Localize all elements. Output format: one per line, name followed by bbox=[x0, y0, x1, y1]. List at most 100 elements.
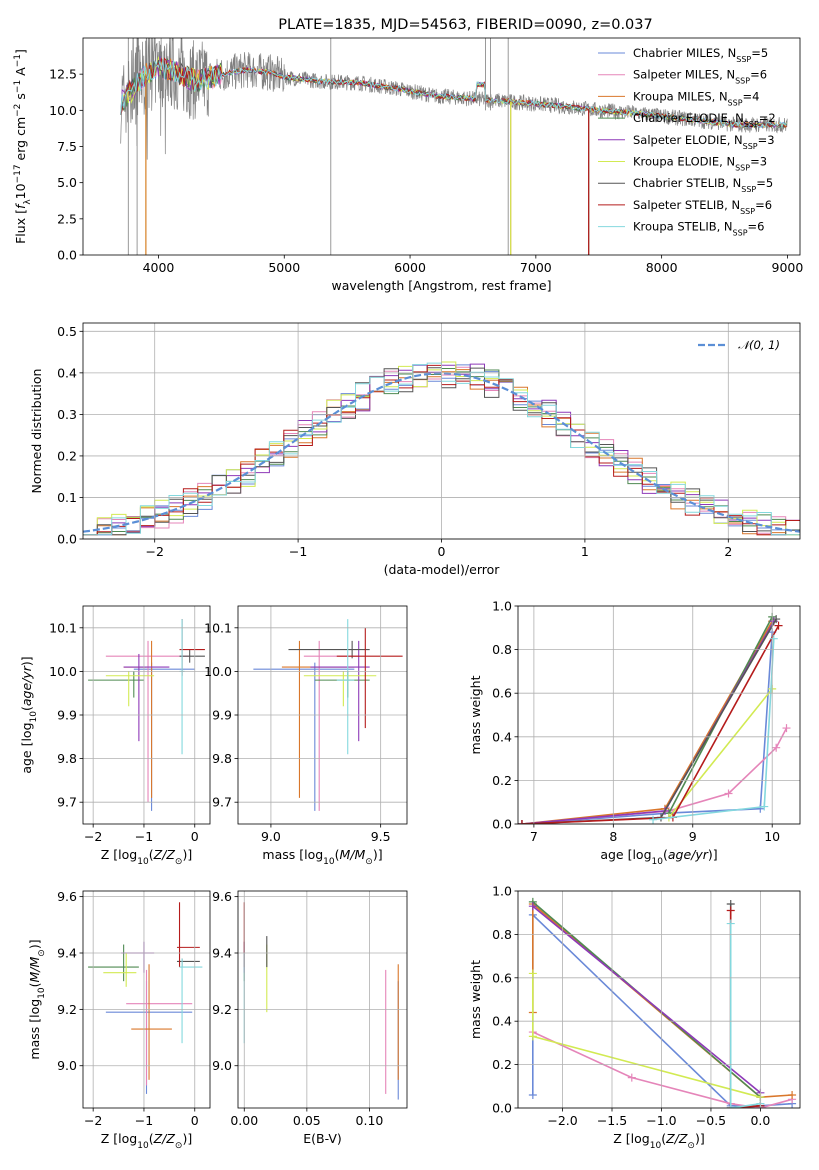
axes-frame bbox=[82, 605, 211, 825]
panel-mass-weight-vs-age: 7 8 9 10 0.0 0.2 0.4 0.6 0.8 1.0 age [log10(age/yr… bbox=[468, 599, 801, 867]
axes-frame bbox=[82, 322, 801, 540]
series-line-7 bbox=[729, 910, 761, 1108]
series-line-7 bbox=[521, 625, 780, 824]
tick-label-x: 6000 bbox=[394, 260, 426, 275]
x-axis-label: E(B-V) bbox=[303, 1131, 342, 1146]
series-point-0 bbox=[528, 1090, 537, 1099]
plot-area bbox=[518, 612, 791, 824]
y-axis-label: Normed distribution bbox=[29, 369, 44, 494]
tick-label-x: 0 bbox=[191, 1113, 199, 1128]
tick-label-y: 1.0 bbox=[492, 884, 512, 899]
tick-label-y: 9.7 bbox=[212, 795, 232, 810]
tick-label-x: 8 bbox=[609, 829, 617, 844]
legend-entry-5: Kroupa ELODIE, NSSP=3 bbox=[633, 155, 767, 173]
tick-label-y: 9.2 bbox=[57, 1002, 77, 1017]
tick-label-x: −2 bbox=[84, 829, 102, 844]
series-line-0 bbox=[521, 632, 773, 824]
tick-label-x: 8000 bbox=[646, 260, 678, 275]
legend-normal: 𝒩(0, 1) bbox=[738, 338, 780, 352]
series-point-4 bbox=[528, 902, 537, 911]
tick-label-y: 0.0 bbox=[57, 532, 77, 547]
legend-entry-4: Salpeter ELODIE, NSSP=3 bbox=[633, 133, 775, 151]
series-point-8 bbox=[726, 1104, 735, 1108]
y-axis-label: age [log10(age/yr)] bbox=[19, 656, 39, 773]
x-axis-label: mass [log10(M/M⊙)] bbox=[262, 847, 382, 867]
series-point-7 bbox=[726, 906, 735, 915]
tick-label-y: 9.9 bbox=[212, 708, 232, 723]
tick-label-x: 1 bbox=[581, 544, 589, 559]
panel-age-vs-mass: 9.0 9.5 9.7 9.8 9.9 10.0 10.1 mass [log10(M/M⊙)… bbox=[204, 605, 408, 867]
series-line-0 bbox=[532, 913, 793, 1107]
tick-label-x: 0.00 bbox=[230, 1113, 258, 1128]
tick-label-x: 0 bbox=[438, 544, 446, 559]
series-point-7 bbox=[518, 820, 526, 824]
panel-residual-hist: −2 −1 0 1 2 0.0 0.1 0.2 0.3 0.4 0.5 𝒩(0, 1) (data-mo… bbox=[29, 322, 801, 577]
x-axis-label: Z [log10(Z/Z⊙)] bbox=[101, 1131, 192, 1151]
tick-label-y: 12.5 bbox=[49, 67, 77, 82]
legend-entry-1: Salpeter MILES, NSSP=6 bbox=[633, 68, 767, 86]
tick-label-y: 0.4 bbox=[57, 365, 77, 380]
series-point-5 bbox=[528, 969, 537, 978]
tick-label-y: 10.0 bbox=[49, 103, 77, 118]
tick-label-y: 10.1 bbox=[49, 620, 77, 635]
tick-label-y: 0.0 bbox=[492, 1101, 512, 1116]
tick-label-x: −2.0 bbox=[547, 1113, 577, 1128]
y-axis-label: mass weight bbox=[468, 675, 483, 754]
tick-label-y: 10.0 bbox=[204, 664, 232, 679]
tick-label-y: 0.8 bbox=[492, 642, 512, 657]
panel-mass-vs-ebv: 0.00 0.05 0.10 9.0 9.2 9.4 9.6 E(B-V) bbox=[212, 889, 408, 1146]
series-line-5 bbox=[668, 688, 773, 819]
tick-label-x: 4000 bbox=[143, 260, 175, 275]
tick-label-y: 0.8 bbox=[492, 927, 512, 942]
axes-frame bbox=[237, 890, 408, 1109]
series-line-2 bbox=[521, 620, 773, 824]
x-axis-label: (data-model)/error bbox=[384, 562, 501, 577]
tick-label-y: 0.6 bbox=[492, 686, 512, 701]
tick-label-y: 9.4 bbox=[57, 946, 77, 961]
x-axis-label: wavelength [Angstrom, rest frame] bbox=[331, 278, 551, 293]
legend-entry-3: Chabrier ELODIE, NSSP=2 bbox=[633, 111, 776, 129]
panel-mass-vs-Z: −2 −1 0 9.0 9.2 9.4 9.6 Z [log10(Z/Z⊙)] mass [lo… bbox=[27, 889, 211, 1151]
tick-label-y: 0.3 bbox=[57, 407, 77, 422]
tick-label-x: −1.0 bbox=[646, 1113, 676, 1128]
plot-area bbox=[528, 897, 797, 1108]
series-line-1 bbox=[532, 1031, 793, 1108]
tick-label-y: 0.1 bbox=[57, 490, 77, 505]
tick-label-x: 0.0 bbox=[750, 1113, 770, 1128]
series-line-8 bbox=[729, 923, 761, 1108]
tick-label-x: 0.10 bbox=[356, 1113, 384, 1128]
tick-label-y: 9.8 bbox=[212, 751, 232, 766]
panel-mass-weight-vs-Z: −2.0 −1.5 −1.0 −0.5 0.0 0.0 0.2 0.4 0.6 0.8 1.0 Z [… bbox=[468, 884, 801, 1151]
legend-entry-0: Chabrier MILES, NSSP=5 bbox=[633, 46, 768, 64]
plot-area bbox=[253, 619, 403, 811]
series-point-8 bbox=[726, 919, 735, 928]
plot-area bbox=[243, 902, 399, 1100]
series-point-1 bbox=[772, 743, 781, 752]
tick-label-y: 7.5 bbox=[57, 139, 77, 154]
series-line-4 bbox=[521, 620, 775, 824]
axes-frame bbox=[82, 890, 211, 1109]
series-line-2 bbox=[532, 902, 793, 1099]
series-point-1 bbox=[782, 724, 791, 733]
tick-label-y: 0.2 bbox=[492, 773, 512, 788]
model-spectrum-8 bbox=[120, 59, 787, 129]
tick-label-y: 9.9 bbox=[57, 708, 77, 723]
tick-label-y: 9.6 bbox=[57, 889, 77, 904]
series-point-8 bbox=[649, 815, 658, 824]
x-axis-label: Z [log10(Z/Z⊙)] bbox=[101, 847, 192, 867]
tick-label-y: 9.4 bbox=[212, 946, 232, 961]
y-axis-label: Flux [fλ10−17 erg cm−2 s−1 A−1] bbox=[13, 49, 33, 244]
series-point-7 bbox=[774, 621, 783, 630]
tick-label-y: 0.5 bbox=[57, 324, 77, 339]
axes-frame bbox=[517, 890, 801, 1109]
tick-label-y: 10.0 bbox=[49, 664, 77, 679]
tick-label-x: 2 bbox=[724, 544, 732, 559]
series-line-4 bbox=[532, 905, 761, 1094]
tick-label-x: −0.5 bbox=[696, 1113, 726, 1128]
series-point-8 bbox=[760, 802, 769, 811]
tick-label-x: −2 bbox=[145, 544, 163, 559]
tick-label-y: 0.2 bbox=[492, 1057, 512, 1072]
tick-label-x: 0.05 bbox=[293, 1113, 321, 1128]
tick-label-x: 9000 bbox=[772, 260, 804, 275]
